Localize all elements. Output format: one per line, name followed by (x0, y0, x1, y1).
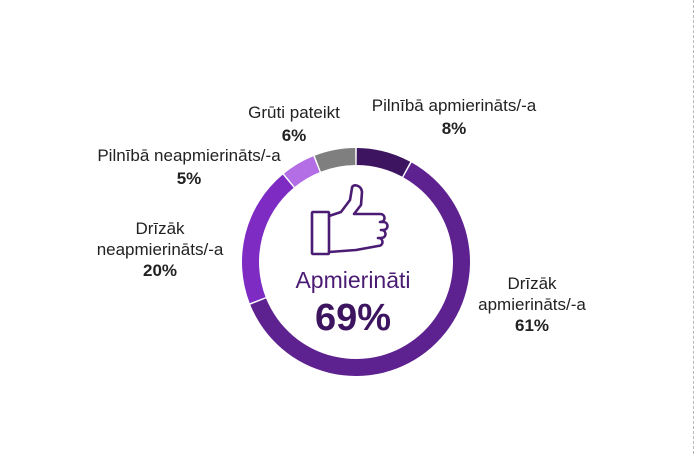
label-drizak-neapmierinats: Drīzāk neapmierināts/-a 20% (97, 219, 224, 280)
donut-slice-3 (241, 174, 294, 304)
label-pilniba-apmierinats: Pilnībā apmierināts/-a 8% (372, 96, 537, 138)
label-drizak-apmierinats: Drīzāk apmierināts/-a 61% (478, 274, 586, 335)
label-pilniba-neapmierinats: Pilnībā neapmierināts/-a 5% (97, 146, 281, 188)
slice-label-name: Drīzāk (507, 274, 557, 293)
slice-label-name: Pilnībā neapmierināts/-a (97, 146, 281, 165)
slice-label-value: 61% (515, 316, 549, 335)
slice-label-value: 8% (442, 119, 467, 138)
slice-label-name: neapmierināts/-a (97, 240, 224, 259)
thumbs-up-icon (310, 184, 389, 256)
center-title: Apmierināti (295, 267, 410, 293)
slice-label-name: Pilnībā apmierināts/-a (372, 96, 537, 115)
donut-slice-5 (314, 148, 356, 172)
slice-label-name: Drīzāk (135, 219, 185, 238)
slice-label-value: 6% (282, 126, 307, 145)
slice-label-value: 5% (177, 169, 202, 188)
slice-label-name: apmierināts/-a (478, 295, 586, 314)
donut-slices (241, 148, 470, 376)
center-value: 69% (315, 297, 391, 339)
slice-label-name: Grūti pateikt (248, 103, 340, 122)
donut-slice-1 (356, 148, 411, 177)
slice-label-value: 20% (143, 261, 177, 280)
frame-border (693, 0, 694, 454)
label-gruti-pateikt: Grūti pateikt 6% (248, 103, 340, 145)
donut-slice-4 (283, 156, 320, 187)
